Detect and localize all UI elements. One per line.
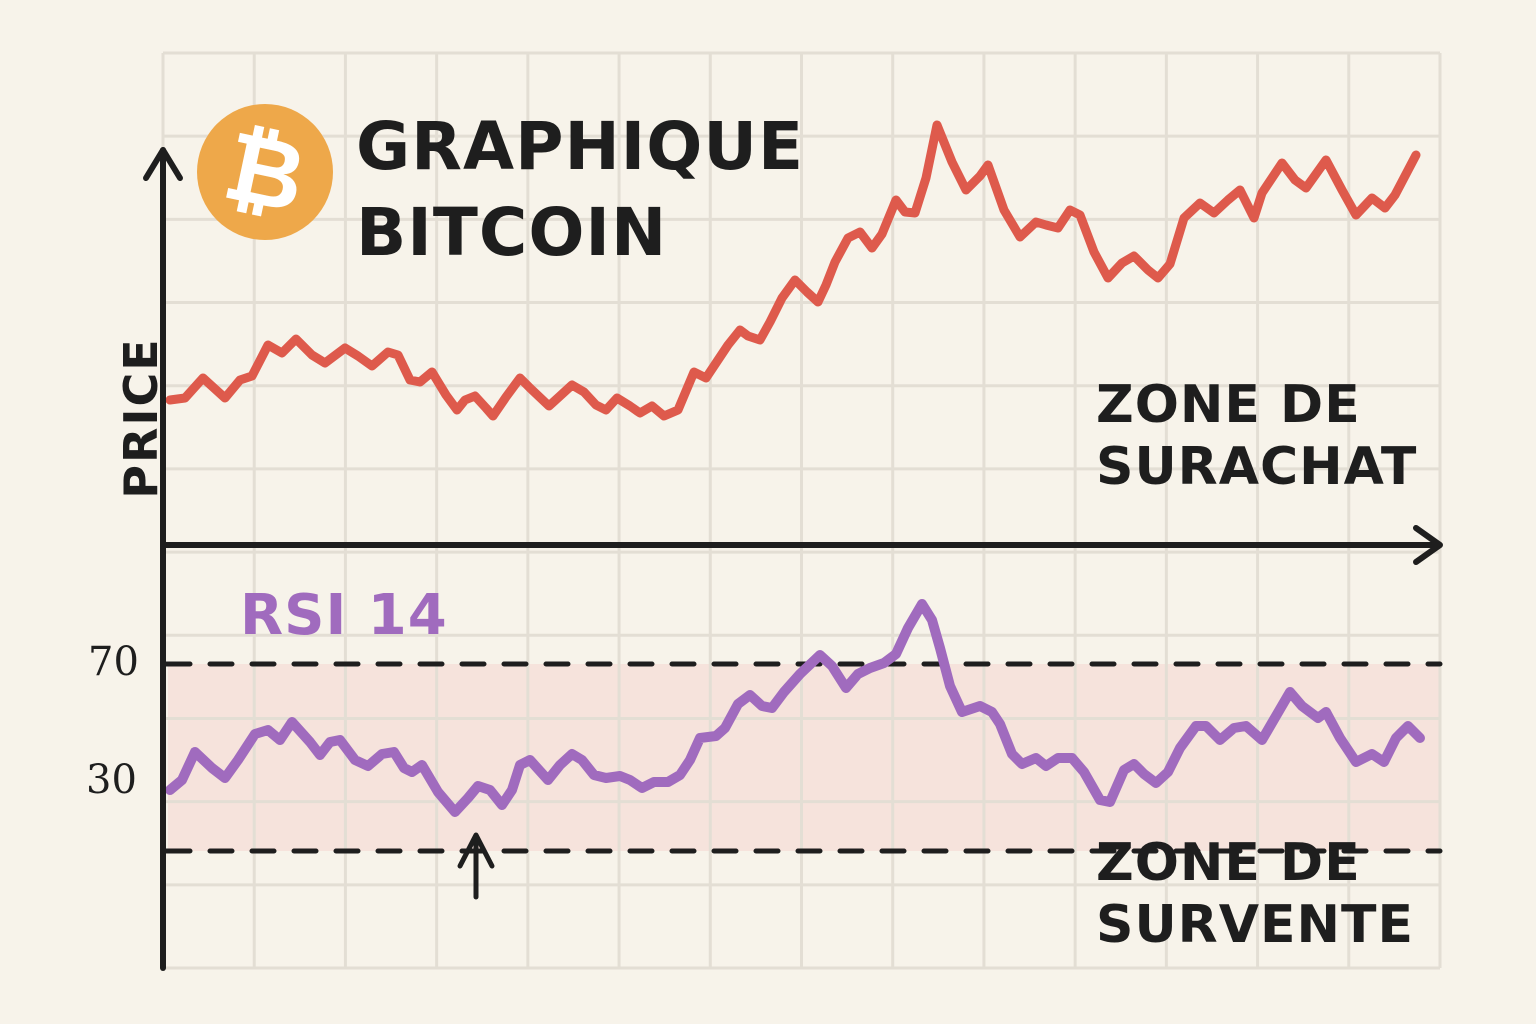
price-line	[165, 120, 1421, 421]
rsi-tick-label-70: 70	[88, 639, 139, 685]
bitcoin-logo: ₿	[197, 104, 333, 240]
chart-title: GRAPHIQUE BITCOIN	[356, 104, 804, 276]
y-axis-label: PRICE	[114, 337, 168, 499]
rsi-title: RSI 14	[240, 583, 448, 648]
up-arrow-icon	[457, 832, 495, 869]
oversold-zone-label: ZONE DE SURVENTE	[1096, 832, 1414, 956]
y-axis-arrow-icon	[143, 147, 183, 181]
x-axis-arrow-icon	[1413, 525, 1443, 565]
chart-title-line1: GRAPHIQUE	[356, 108, 805, 185]
oversold-label-line1: ZONE DE	[1096, 833, 1361, 893]
overbought-label-line2: SURACHAT	[1096, 437, 1418, 497]
oversold-label-line2: SURVENTE	[1096, 895, 1414, 955]
overbought-label-line1: ZONE DE	[1096, 375, 1361, 435]
rsi-tick-label-30: 30	[86, 757, 137, 803]
rsi-line	[165, 599, 1425, 817]
bitcoin-icon: ₿	[215, 109, 315, 235]
overbought-zone-label: ZONE DE SURACHAT	[1096, 374, 1417, 498]
chart-title-line2: BITCOIN	[356, 194, 668, 271]
